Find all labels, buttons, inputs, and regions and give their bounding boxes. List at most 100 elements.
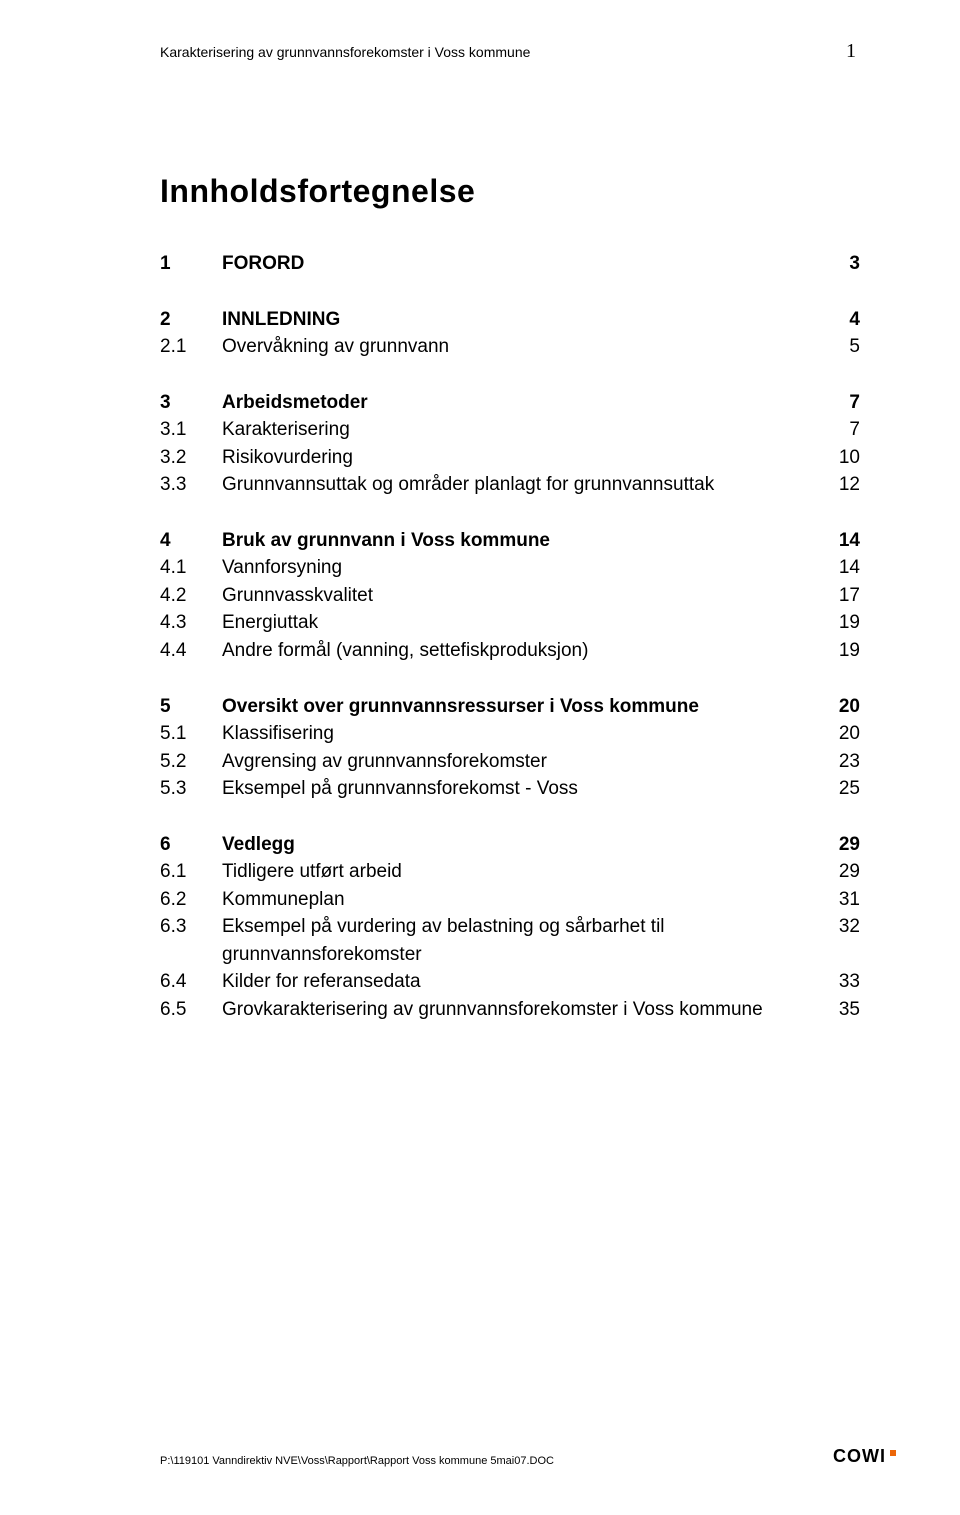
page-footer: P:\119101 Vanndirektiv NVE\Voss\Rapport\… — [0, 1446, 960, 1467]
toc-entry-title: Oversikt over grunnvannsressurser i Voss… — [222, 693, 820, 721]
toc-entry-title: INNLEDNING — [222, 306, 820, 334]
toc-entry: 6Vedlegg29 — [160, 831, 860, 859]
toc-entry-title: Overvåkning av grunnvann — [222, 333, 820, 361]
toc-entry-number: 6 — [160, 831, 222, 859]
toc-section: 3Arbeidsmetoder73.1Karakterisering73.2Ri… — [160, 389, 860, 499]
toc-section: 5Oversikt over grunnvannsressurser i Vos… — [160, 693, 860, 803]
toc-entry-title: Energiuttak — [222, 609, 820, 637]
toc-entry: 5.1Klassifisering20 — [160, 720, 860, 748]
toc-entry-page: 14 — [820, 527, 860, 555]
toc-entry: 4Bruk av grunnvann i Voss kommune14 — [160, 527, 860, 555]
toc-entry-page: 3 — [820, 250, 860, 278]
toc-entry-number: 3.3 — [160, 471, 222, 499]
toc-section: 2INNLEDNING42.1Overvåkning av grunnvann5 — [160, 306, 860, 361]
toc-entry-page: 4 — [820, 306, 860, 334]
toc-entry-page: 33 — [820, 968, 860, 996]
toc-entry-title: Arbeidsmetoder — [222, 389, 820, 417]
toc-entry-number: 5 — [160, 693, 222, 721]
document-page: Karakterisering av grunnvannsforekomster… — [0, 0, 960, 1515]
toc-entry-number: 6.5 — [160, 996, 222, 1024]
toc-entry-page: 20 — [820, 693, 860, 721]
toc-entry-number: 5.3 — [160, 775, 222, 803]
toc-entry: 6.5Grovkarakterisering av grunnvannsfore… — [160, 996, 860, 1024]
toc-entry-page: 7 — [820, 416, 860, 444]
toc-entry-number: 6.2 — [160, 886, 222, 914]
toc-entry-title: Risikovurdering — [222, 444, 820, 472]
toc-entry-number: 1 — [160, 250, 222, 278]
toc-entry-number: 3 — [160, 389, 222, 417]
toc-entry-number: 4.2 — [160, 582, 222, 610]
toc-entry-title: Eksempel på grunnvannsforekomst - Voss — [222, 775, 820, 803]
table-of-contents: 1FORORD32INNLEDNING42.1Overvåkning av gr… — [160, 250, 860, 1024]
toc-entry: 5Oversikt over grunnvannsressurser i Vos… — [160, 693, 860, 721]
toc-entry-number: 6.1 — [160, 858, 222, 886]
toc-entry: 4.2Grunnvasskvalitet17 — [160, 582, 860, 610]
toc-entry: 6.3Eksempel på vurdering av belastning o… — [160, 913, 860, 968]
toc-entry-page: 29 — [820, 858, 860, 886]
toc-entry-page: 29 — [820, 831, 860, 859]
toc-entry-number: 5.2 — [160, 748, 222, 776]
toc-section: 6Vedlegg296.1Tidligere utført arbeid296.… — [160, 831, 860, 1024]
toc-entry-number: 3.2 — [160, 444, 222, 472]
toc-entry-title: Avgrensing av grunnvannsforekomster — [222, 748, 820, 776]
toc-entry-title: FORORD — [222, 250, 820, 278]
toc-entry: 2.1Overvåkning av grunnvann5 — [160, 333, 860, 361]
toc-entry-title: Kilder for referansedata — [222, 968, 820, 996]
toc-entry-title: Tidligere utført arbeid — [222, 858, 820, 886]
running-title: Karakterisering av grunnvannsforekomster… — [160, 44, 530, 60]
toc-entry-page: 25 — [820, 775, 860, 803]
toc-entry: 6.4Kilder for referansedata33 — [160, 968, 860, 996]
toc-entry-number: 2 — [160, 306, 222, 334]
toc-entry-number: 5.1 — [160, 720, 222, 748]
cowi-logo-text: COWI — [833, 1446, 886, 1467]
toc-entry: 4.1Vannforsyning14 — [160, 554, 860, 582]
toc-entry-title: Vedlegg — [222, 831, 820, 859]
toc-entry-page: 5 — [820, 333, 860, 361]
toc-entry: 3.2Risikovurdering10 — [160, 444, 860, 472]
toc-entry-title: Eksempel på vurdering av belastning og s… — [222, 913, 820, 968]
toc-entry-page: 17 — [820, 582, 860, 610]
toc-entry: 5.2Avgrensing av grunnvannsforekomster23 — [160, 748, 860, 776]
toc-entry-title: Klassifisering — [222, 720, 820, 748]
toc-entry: 1FORORD3 — [160, 250, 860, 278]
toc-entry: 4.4Andre formål (vanning, settefiskprodu… — [160, 637, 860, 665]
toc-entry-title: Bruk av grunnvann i Voss kommune — [222, 527, 820, 555]
toc-entry-page: 7 — [820, 389, 860, 417]
cowi-logo-dot-icon — [890, 1450, 896, 1456]
toc-entry: 4.3Energiuttak19 — [160, 609, 860, 637]
toc-entry-number: 4.3 — [160, 609, 222, 637]
toc-entry-page: 10 — [820, 444, 860, 472]
toc-entry-page: 19 — [820, 637, 860, 665]
toc-entry-title: Grovkarakterisering av grunnvannsforekom… — [222, 996, 820, 1024]
toc-entry-title: Vannforsyning — [222, 554, 820, 582]
toc-section: 4Bruk av grunnvann i Voss kommune144.1Va… — [160, 527, 860, 665]
toc-entry: 3.1Karakterisering7 — [160, 416, 860, 444]
page-header: Karakterisering av grunnvannsforekomster… — [160, 40, 860, 63]
toc-entry-page: 31 — [820, 886, 860, 914]
toc-entry-title: Grunnvannsuttak og områder planlagt for … — [222, 471, 820, 499]
toc-section: 1FORORD3 — [160, 250, 860, 278]
toc-entry: 6.2Kommuneplan31 — [160, 886, 860, 914]
toc-entry: 5.3Eksempel på grunnvannsforekomst - Vos… — [160, 775, 860, 803]
toc-entry-number: 4 — [160, 527, 222, 555]
toc-entry-page: 32 — [820, 913, 860, 941]
toc-entry-title: Grunnvasskvalitet — [222, 582, 820, 610]
toc-entry-number: 3.1 — [160, 416, 222, 444]
toc-entry-page: 23 — [820, 748, 860, 776]
toc-entry-page: 35 — [820, 996, 860, 1024]
toc-entry-page: 20 — [820, 720, 860, 748]
toc-entry-number: 6.4 — [160, 968, 222, 996]
toc-entry-number: 2.1 — [160, 333, 222, 361]
page-number: 1 — [846, 40, 856, 63]
toc-entry: 3Arbeidsmetoder7 — [160, 389, 860, 417]
toc-entry-title: Andre formål (vanning, settefiskproduksj… — [222, 637, 820, 665]
toc-entry-page: 14 — [820, 554, 860, 582]
toc-entry-page: 12 — [820, 471, 860, 499]
toc-entry-number: 4.4 — [160, 637, 222, 665]
cowi-logo: COWI — [833, 1446, 896, 1467]
toc-entry: 2INNLEDNING4 — [160, 306, 860, 334]
toc-entry-number: 4.1 — [160, 554, 222, 582]
toc-entry: 6.1Tidligere utført arbeid29 — [160, 858, 860, 886]
toc-entry-title: Karakterisering — [222, 416, 820, 444]
toc-heading: Innholdsfortegnelse — [160, 173, 860, 210]
